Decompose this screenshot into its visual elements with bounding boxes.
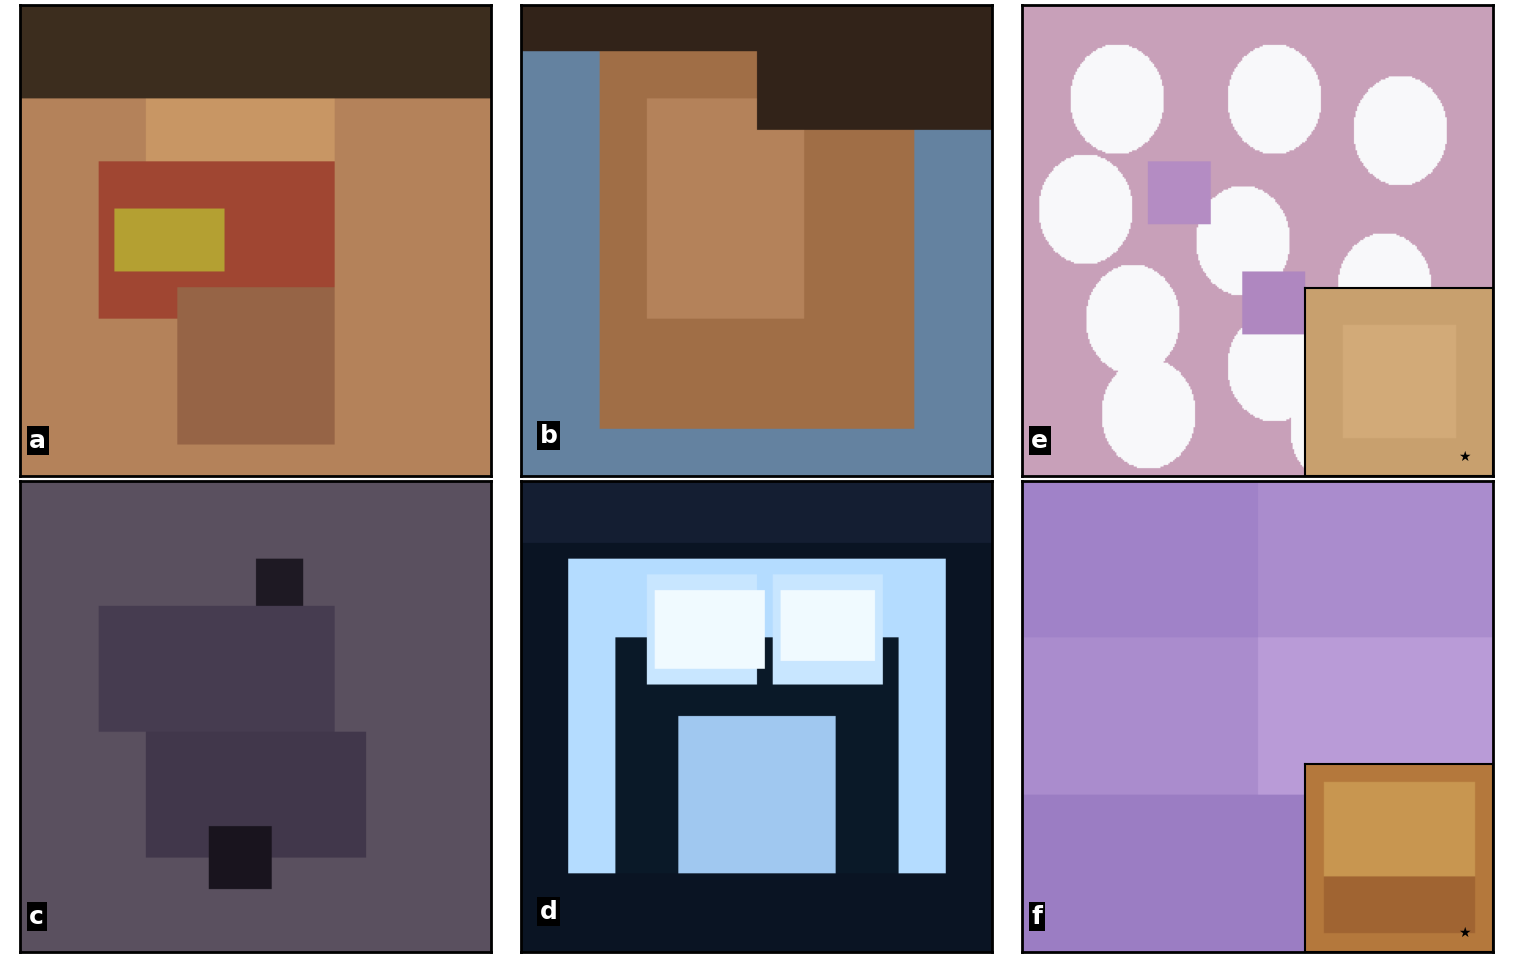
Text: f: f	[1032, 904, 1042, 928]
Text: e: e	[1032, 429, 1049, 453]
Text: c: c	[29, 904, 44, 928]
Text: d: d	[540, 900, 558, 924]
Text: a: a	[29, 429, 47, 453]
Text: b: b	[540, 424, 558, 448]
